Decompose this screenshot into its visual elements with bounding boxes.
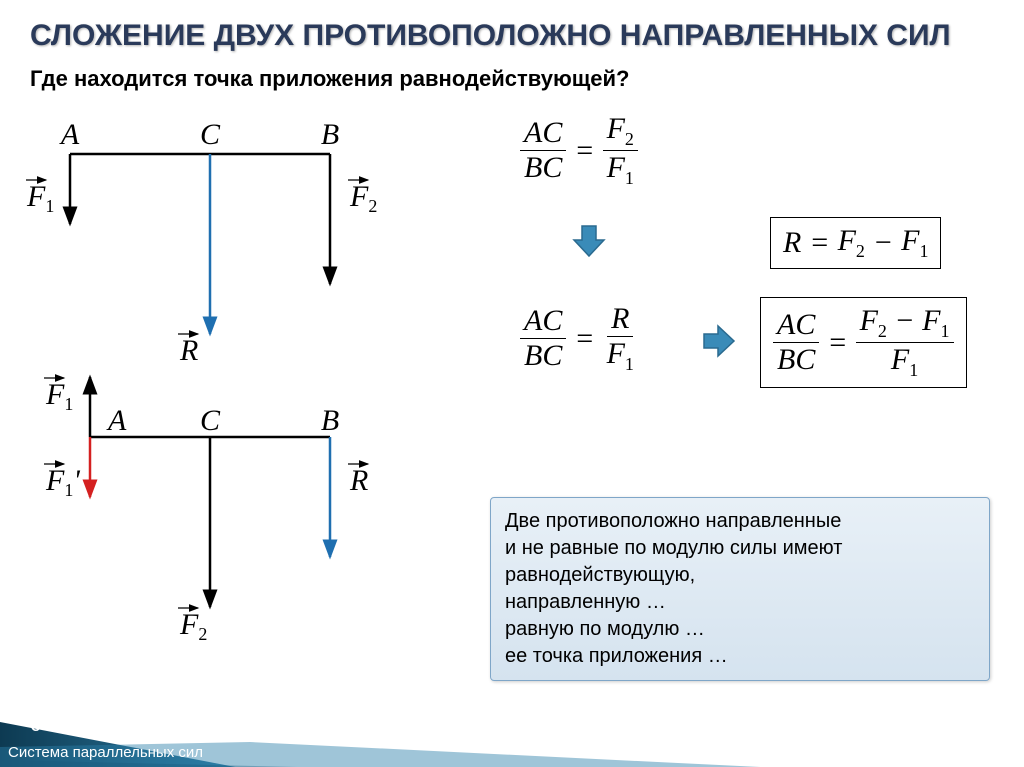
d2-R-label: R [348,464,368,497]
d2-F1p-label: F1' [44,464,80,500]
arrow-down-icon [570,222,608,265]
tb-l6: ее точка приложения … [505,643,975,670]
d2-C: C [200,404,221,437]
diagram-1: A C B F1 F2 R [26,118,377,367]
d1-B: B [321,118,339,151]
tb-l4: направленную … [505,589,975,616]
d2-F1-label: F1 [44,378,73,414]
footer-caption: Система параллельных сил [8,744,203,761]
d1-R-label: R [178,334,198,367]
d1-C: C [200,118,221,151]
slide-subtitle: Где находится точка приложения равнодейс… [0,54,1024,92]
content-area: A C B F1 F2 R [0,92,1024,672]
diagrams: A C B F1 F2 R [30,102,460,642]
diagram-2: A C B F1 F1' [44,377,368,644]
tb-l1: Две противоположно направленные [505,508,975,535]
conclusion-textbox: Две противоположно направленные и не рав… [490,497,990,681]
r1-num: AC [520,116,566,151]
formula-ratio-1: AC BC = F2 F1 [520,112,638,189]
tb-l3: равнодействующую, [505,562,975,589]
slide-title: СЛОЖЕНИЕ ДВУХ ПРОТИВОПОЛОЖНО НАПРАВЛЕННЫ… [0,0,1024,54]
d2-F2-label: F2 [178,608,207,644]
svg-text:F1': F1' [45,464,80,500]
tb-l2: и не равные по модулю силы имеют [505,535,975,562]
formula-ratio-3-box: AC BC = F2 − F1 F1 [760,297,967,388]
d1-F1-label: F1 [26,180,54,216]
eq: = [574,134,594,168]
svg-text:F2: F2 [349,180,377,216]
arrow-right-icon [700,322,738,365]
d1-F2-label: F2 [348,180,377,216]
r1-den: BC [520,151,566,185]
svg-text:F2: F2 [179,608,207,644]
page-number: 6 [30,714,41,737]
formula-ratio-2: AC BC = R F1 [520,302,638,375]
svg-text:F1: F1 [45,378,73,414]
d2-A: A [106,404,127,437]
d2-B: B [321,404,339,437]
tb-l5: равную по модулю … [505,616,975,643]
svg-text:R: R [349,464,368,497]
diagram-svg: A C B F1 F2 R [30,102,460,642]
svg-text:R: R [179,334,198,367]
formula-R-box: R = F2 − F1 [770,217,941,269]
d1-A: A [59,118,80,151]
svg-text:F1: F1 [26,180,54,216]
